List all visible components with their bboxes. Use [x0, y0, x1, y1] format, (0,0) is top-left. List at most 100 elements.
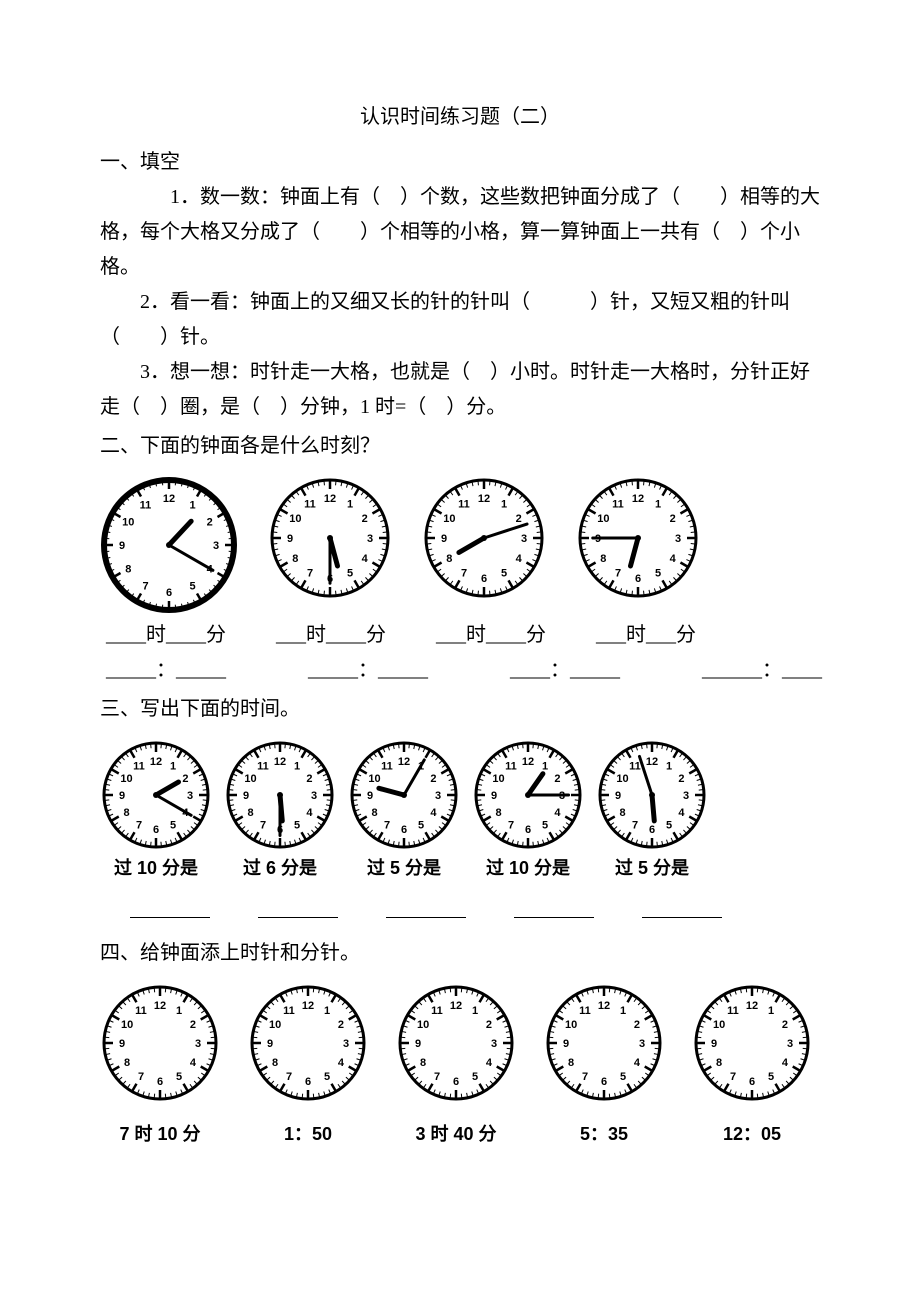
svg-text:10: 10: [597, 513, 609, 525]
q1-3: 3．想一想：时针走一大格，也就是（ ）小时。时针走一大格时，分针正好走（ ）圈，…: [100, 355, 820, 425]
clock-item: 123456789101112: [100, 476, 238, 614]
clock-caption: 7 时 10 分: [119, 1119, 200, 1151]
svg-text:6: 6: [481, 573, 487, 585]
svg-text:1: 1: [324, 1005, 330, 1017]
svg-text:9: 9: [367, 790, 373, 802]
svg-text:5: 5: [347, 568, 353, 580]
svg-text:8: 8: [272, 1057, 278, 1069]
svg-text:9: 9: [711, 1038, 717, 1050]
svg-text:6: 6: [157, 1076, 163, 1088]
clock-face: 123456789101112: [396, 983, 516, 1103]
clock-face: 123456789101112: [268, 476, 392, 600]
svg-text:5: 5: [418, 819, 424, 831]
clock-face: 123456789101112: [100, 983, 220, 1103]
svg-text:5: 5: [189, 581, 195, 593]
clock-face: 123456789101112: [100, 476, 238, 614]
svg-text:9: 9: [119, 1038, 125, 1050]
svg-text:12: 12: [450, 1000, 462, 1012]
svg-text:10: 10: [443, 513, 455, 525]
section-2-clocks: 1234567891011121234567891011121234567891…: [100, 476, 820, 614]
svg-text:8: 8: [247, 807, 253, 819]
svg-text:12: 12: [398, 756, 410, 768]
svg-text:1: 1: [472, 1005, 478, 1017]
svg-text:7: 7: [307, 568, 313, 580]
svg-text:3: 3: [187, 790, 193, 802]
svg-text:3: 3: [213, 540, 219, 552]
q1-2: 2．看一看：钟面上的又细又长的针的针叫（ ）针，又短又粗的针叫（ ）针。: [100, 285, 820, 355]
svg-text:3: 3: [683, 790, 689, 802]
svg-text:6: 6: [649, 824, 655, 836]
svg-text:7: 7: [260, 819, 266, 831]
clock-face: 123456789101112: [248, 983, 368, 1103]
svg-text:6: 6: [166, 587, 172, 599]
clock-caption: 过 6 分是: [243, 853, 317, 885]
svg-text:7: 7: [136, 819, 142, 831]
svg-text:12: 12: [632, 493, 644, 505]
svg-text:6: 6: [749, 1076, 755, 1088]
svg-text:6: 6: [601, 1076, 607, 1088]
svg-text:12: 12: [154, 1000, 166, 1012]
clock-item: 123456789101112过 10 分是: [472, 739, 584, 885]
svg-text:9: 9: [491, 790, 497, 802]
svg-text:10: 10: [289, 513, 301, 525]
svg-text:9: 9: [267, 1038, 273, 1050]
svg-text:10: 10: [565, 1019, 577, 1031]
svg-text:11: 11: [135, 1005, 147, 1017]
clock-item: 123456789101112: [576, 476, 700, 614]
svg-text:11: 11: [505, 761, 517, 773]
svg-text:4: 4: [678, 807, 685, 819]
svg-text:1: 1: [501, 498, 507, 510]
svg-text:11: 11: [257, 761, 269, 773]
clock-item: 123456789101112过 10 分是: [100, 739, 212, 885]
clock-caption: 12：05: [723, 1119, 781, 1151]
svg-text:4: 4: [782, 1057, 789, 1069]
clock-caption: 过 10 分是: [114, 853, 198, 885]
svg-text:12: 12: [150, 756, 162, 768]
svg-text:4: 4: [430, 807, 437, 819]
svg-text:2: 2: [338, 1019, 344, 1031]
answer-blank: _____：_____: [106, 653, 226, 688]
svg-text:4: 4: [306, 807, 313, 819]
svg-text:7: 7: [434, 1070, 440, 1082]
svg-text:8: 8: [123, 807, 129, 819]
answer-blank: [514, 903, 594, 918]
svg-text:11: 11: [304, 498, 316, 510]
svg-text:3: 3: [675, 533, 681, 545]
svg-text:5: 5: [472, 1070, 478, 1082]
clock-item: 1234567891011127 时 10 分: [100, 983, 220, 1151]
svg-text:2: 2: [362, 513, 368, 525]
svg-text:6: 6: [525, 824, 531, 836]
svg-text:10: 10: [121, 1019, 133, 1031]
section-3-clocks: 123456789101112过 10 分是123456789101112过 6…: [100, 739, 820, 885]
svg-text:8: 8: [371, 807, 377, 819]
svg-text:3: 3: [435, 790, 441, 802]
svg-text:2: 2: [554, 773, 560, 785]
svg-text:3: 3: [521, 533, 527, 545]
answer-blank: [258, 903, 338, 918]
svg-text:12: 12: [646, 756, 658, 768]
clock-item: 123456789101112: [268, 476, 392, 614]
svg-text:7: 7: [582, 1070, 588, 1082]
svg-text:3: 3: [343, 1038, 349, 1050]
svg-text:11: 11: [140, 499, 152, 511]
clock-caption: 过 5 分是: [367, 853, 441, 885]
svg-text:6: 6: [635, 573, 641, 585]
svg-text:2: 2: [182, 773, 188, 785]
svg-text:7: 7: [286, 1070, 292, 1082]
clock-face: 123456789101112: [544, 983, 664, 1103]
svg-text:3: 3: [491, 1038, 497, 1050]
svg-text:2: 2: [486, 1019, 492, 1031]
svg-text:5: 5: [170, 819, 176, 831]
svg-text:8: 8: [619, 807, 625, 819]
svg-text:11: 11: [133, 761, 145, 773]
answer-blank: ____时____分: [106, 618, 226, 653]
clock-item: 123456789101112过 5 分是: [348, 739, 460, 885]
svg-text:10: 10: [244, 773, 256, 785]
page: 认识时间练习题（二） 一、填空 1．数一数：钟面上有（ ）个数，这些数把钟面分成…: [0, 0, 920, 1302]
answer-blank: ____：_____: [510, 653, 620, 688]
svg-text:9: 9: [243, 790, 249, 802]
clock-item: 1234567891011121：50: [248, 983, 368, 1151]
svg-text:5: 5: [655, 568, 661, 580]
section-4-head: 四、给钟面添上时针和分针。: [100, 936, 820, 971]
svg-text:8: 8: [716, 1057, 722, 1069]
